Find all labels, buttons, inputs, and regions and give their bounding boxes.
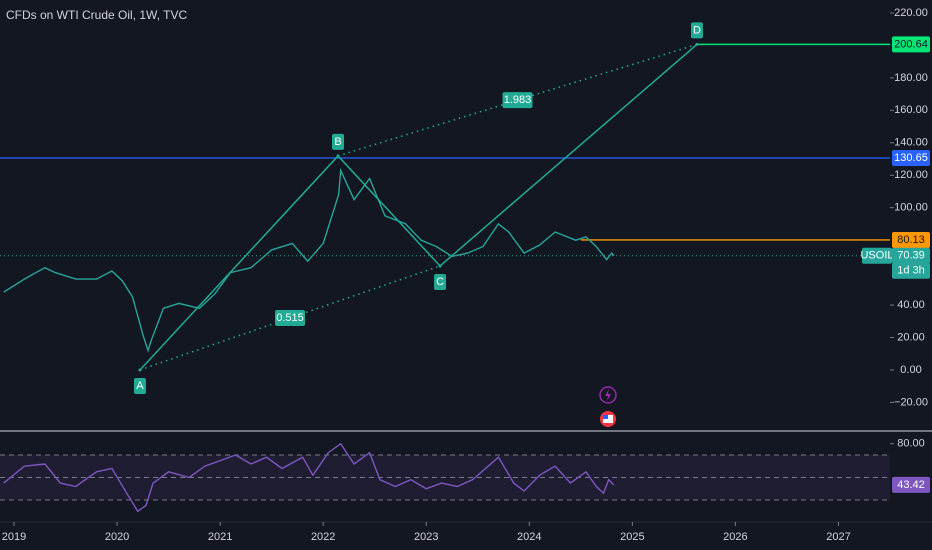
pattern-point-label-bg bbox=[690, 22, 703, 39]
series-name: USOIL bbox=[860, 250, 893, 262]
y-tick-label: 80.00 bbox=[897, 438, 925, 450]
price-line bbox=[3, 442, 615, 513]
x-tick-label: 2019 bbox=[2, 531, 26, 543]
y-tick-label: 120.00 bbox=[894, 169, 928, 181]
chart-title: CFDs on WTI Crude Oil, 1W, TVC bbox=[6, 8, 187, 22]
target-label-bg bbox=[892, 36, 930, 53]
level-label: 80.13 bbox=[897, 234, 925, 246]
pattern-point-label: C bbox=[436, 276, 444, 288]
y-tick-label: 180.00 bbox=[894, 72, 928, 84]
x-tick-label: 2027 bbox=[826, 531, 850, 543]
pattern-ratio: 1.983 bbox=[504, 94, 532, 106]
pattern-ratio: 0.515 bbox=[276, 312, 304, 324]
y-tick-label: 140.00 bbox=[894, 137, 928, 149]
pattern-point-label-bg bbox=[434, 273, 447, 290]
level-label: 130.65 bbox=[894, 152, 928, 164]
x-tick-label: 2022 bbox=[311, 531, 335, 543]
y-tick-label: 100.00 bbox=[894, 202, 928, 214]
level-label-bg bbox=[892, 231, 930, 248]
pattern-leg bbox=[139, 155, 339, 371]
event-icons bbox=[599, 386, 617, 427]
x-tick-label: 2024 bbox=[517, 531, 541, 543]
pattern-point bbox=[438, 264, 442, 268]
x-tick-label: 2026 bbox=[723, 531, 747, 543]
y-tick-label: 220.00 bbox=[894, 7, 928, 19]
target-label: 200.64 bbox=[894, 38, 928, 50]
pattern-leg bbox=[337, 155, 441, 267]
countdown-bg bbox=[892, 262, 930, 279]
pattern-point-label: B bbox=[334, 136, 341, 148]
countdown: 1d 3h bbox=[897, 265, 925, 277]
pattern-point-label: A bbox=[136, 380, 144, 392]
pattern-point bbox=[336, 154, 340, 158]
rsi-last: 43.42 bbox=[897, 479, 925, 491]
y-tick-label: 40.00 bbox=[897, 299, 925, 311]
pattern-ratio-line bbox=[139, 265, 441, 371]
pattern-leg bbox=[439, 43, 698, 267]
pattern-point-label: D bbox=[693, 24, 701, 36]
pattern-point-label-bg bbox=[133, 377, 146, 394]
y-tick-label: −20.00 bbox=[894, 396, 928, 408]
last-price: 70.39 bbox=[897, 250, 925, 262]
x-tick-label: 2023 bbox=[414, 531, 438, 543]
level-label-bg bbox=[892, 149, 930, 166]
last-price-bg bbox=[892, 247, 930, 264]
pattern-ratio-bg bbox=[275, 309, 306, 326]
price-line bbox=[3, 167, 615, 353]
x-tick-label: 2025 bbox=[620, 531, 644, 543]
series-name-bg bbox=[862, 247, 892, 264]
x-tick-label: 2021 bbox=[208, 531, 232, 543]
pattern-point-label-bg bbox=[332, 133, 345, 150]
y-tick-label: 20.00 bbox=[897, 331, 925, 343]
pattern-point bbox=[695, 42, 699, 46]
y-tick-label: 0.00 bbox=[900, 364, 921, 376]
pattern-ratio-bg bbox=[502, 92, 533, 109]
x-tick-label: 2020 bbox=[105, 531, 129, 543]
pattern-point bbox=[138, 368, 142, 372]
y-tick-label: 160.00 bbox=[894, 104, 928, 116]
rsi-last-bg bbox=[892, 476, 930, 493]
